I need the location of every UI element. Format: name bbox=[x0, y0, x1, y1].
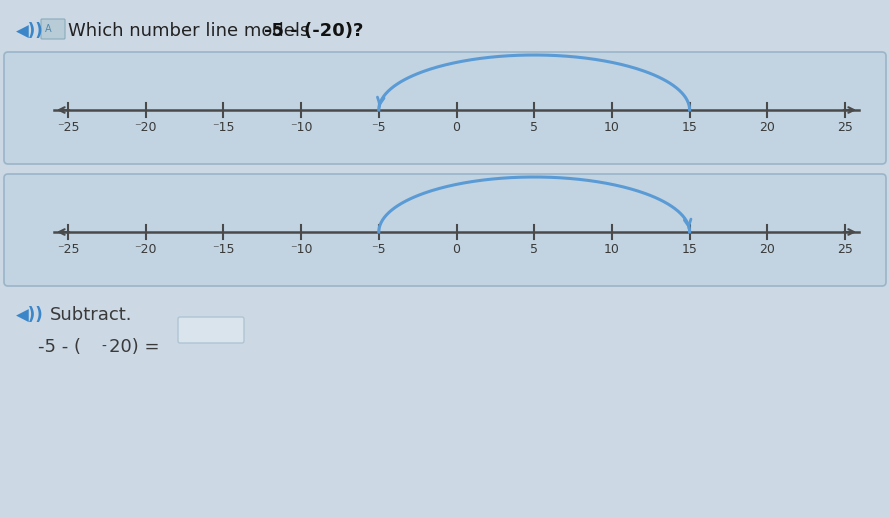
Text: 0: 0 bbox=[452, 121, 460, 134]
Text: ⁻25: ⁻25 bbox=[57, 121, 79, 134]
Text: ⁻15: ⁻15 bbox=[212, 121, 235, 134]
Text: -: - bbox=[101, 340, 106, 354]
Text: 20: 20 bbox=[759, 121, 775, 134]
Text: A: A bbox=[44, 24, 52, 34]
Text: -5 - (-20)?: -5 - (-20)? bbox=[264, 22, 363, 40]
Text: 0: 0 bbox=[452, 243, 460, 256]
Text: -5 - (: -5 - ( bbox=[38, 338, 81, 356]
Text: 20) =: 20) = bbox=[109, 338, 159, 356]
FancyBboxPatch shape bbox=[4, 174, 886, 286]
Text: 20: 20 bbox=[759, 243, 775, 256]
Text: ◀)): ◀)) bbox=[16, 306, 44, 324]
Text: 25: 25 bbox=[837, 121, 853, 134]
Text: ⁻5: ⁻5 bbox=[371, 121, 386, 134]
Text: ⁻25: ⁻25 bbox=[57, 243, 79, 256]
Text: ⁻10: ⁻10 bbox=[290, 243, 312, 256]
FancyBboxPatch shape bbox=[4, 52, 886, 164]
Text: 10: 10 bbox=[604, 243, 619, 256]
Text: ⁻20: ⁻20 bbox=[134, 121, 157, 134]
FancyBboxPatch shape bbox=[178, 317, 244, 343]
Text: Subtract.: Subtract. bbox=[50, 306, 133, 324]
Text: ◀)): ◀)) bbox=[16, 22, 44, 40]
Text: 15: 15 bbox=[682, 243, 698, 256]
Text: Which number line models: Which number line models bbox=[68, 22, 315, 40]
Text: 15: 15 bbox=[682, 121, 698, 134]
Text: 10: 10 bbox=[604, 121, 619, 134]
Text: ⁻15: ⁻15 bbox=[212, 243, 235, 256]
Text: 25: 25 bbox=[837, 243, 853, 256]
Text: 5: 5 bbox=[530, 121, 538, 134]
Text: ⁻20: ⁻20 bbox=[134, 243, 157, 256]
Text: ⁻10: ⁻10 bbox=[290, 121, 312, 134]
Text: ⁻5: ⁻5 bbox=[371, 243, 386, 256]
Text: 5: 5 bbox=[530, 243, 538, 256]
FancyBboxPatch shape bbox=[41, 19, 65, 39]
